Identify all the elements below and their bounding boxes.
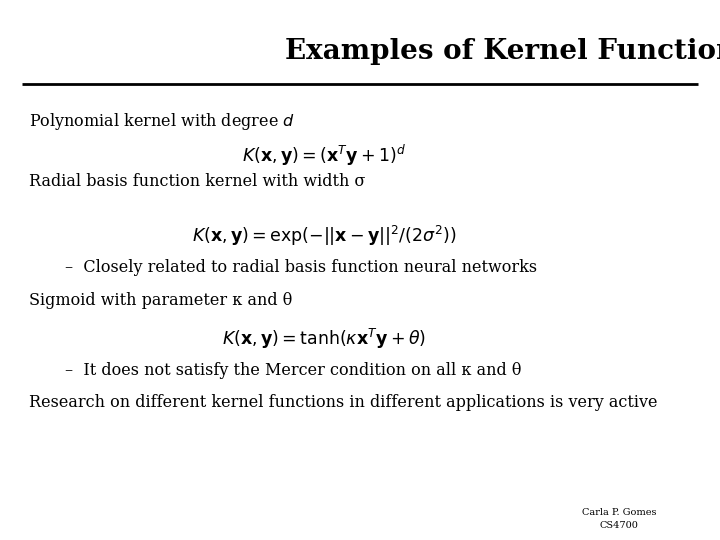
Text: –  It does not satisfy the Mercer condition on all κ and θ: – It does not satisfy the Mercer conditi…	[65, 362, 521, 379]
Text: Research on different kernel functions in different applications is very active: Research on different kernel functions i…	[29, 394, 657, 411]
Text: Radial basis function kernel with width σ: Radial basis function kernel with width …	[29, 173, 365, 190]
Text: CS4700: CS4700	[600, 521, 639, 530]
Text: Carla P. Gomes: Carla P. Gomes	[582, 508, 657, 517]
Text: $K(\mathbf{x}, \mathbf{y}) = \tanh(\kappa\mathbf{x}^T\mathbf{y} + \theta)$: $K(\mathbf{x}, \mathbf{y}) = \tanh(\kapp…	[222, 327, 426, 351]
Text: Polynomial kernel with degree $d$: Polynomial kernel with degree $d$	[29, 111, 294, 132]
Text: $K(\mathbf{x}, \mathbf{y}) = (\mathbf{x}^T\mathbf{y} + 1)^d$: $K(\mathbf{x}, \mathbf{y}) = (\mathbf{x}…	[242, 143, 406, 168]
Text: Sigmoid with parameter κ and θ: Sigmoid with parameter κ and θ	[29, 292, 292, 308]
Text: –  Closely related to radial basis function neural networks: – Closely related to radial basis functi…	[65, 259, 537, 276]
Text: Examples of Kernel Functions: Examples of Kernel Functions	[285, 38, 720, 65]
Text: $K(\mathbf{x}, \mathbf{y}) = \exp(-||\mathbf{x} - \mathbf{y}||^2/(2\sigma^2))$: $K(\mathbf{x}, \mathbf{y}) = \exp(-||\ma…	[192, 224, 456, 248]
